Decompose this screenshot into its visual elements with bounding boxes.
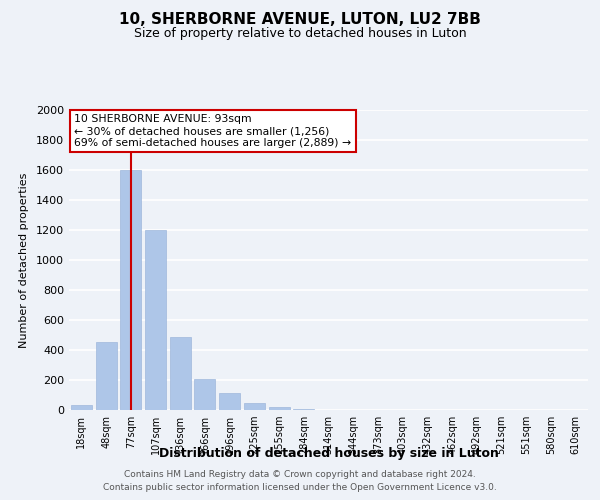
Bar — [293, 409, 314, 410]
Bar — [244, 403, 265, 410]
Bar — [145, 230, 166, 410]
Bar — [95, 342, 116, 410]
Text: 10 SHERBORNE AVENUE: 93sqm
← 30% of detached houses are smaller (1,256)
69% of s: 10 SHERBORNE AVENUE: 93sqm ← 30% of deta… — [74, 114, 352, 148]
Text: Distribution of detached houses by size in Luton: Distribution of detached houses by size … — [159, 448, 499, 460]
Text: Contains HM Land Registry data © Crown copyright and database right 2024.
Contai: Contains HM Land Registry data © Crown c… — [103, 470, 497, 492]
Text: Size of property relative to detached houses in Luton: Size of property relative to detached ho… — [134, 28, 466, 40]
Bar — [170, 336, 191, 410]
Bar — [71, 405, 92, 410]
Bar — [194, 378, 215, 410]
Y-axis label: Number of detached properties: Number of detached properties — [19, 172, 29, 348]
Bar — [269, 407, 290, 410]
Bar — [219, 393, 240, 410]
Text: 10, SHERBORNE AVENUE, LUTON, LU2 7BB: 10, SHERBORNE AVENUE, LUTON, LU2 7BB — [119, 12, 481, 28]
Bar — [120, 170, 141, 410]
